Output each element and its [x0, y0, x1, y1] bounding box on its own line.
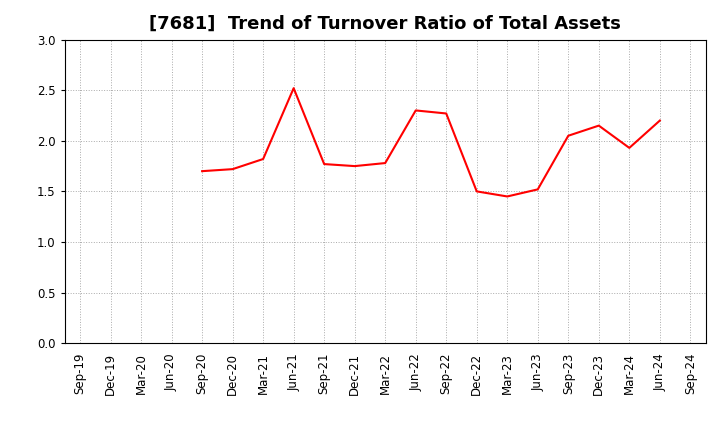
Title: [7681]  Trend of Turnover Ratio of Total Assets: [7681] Trend of Turnover Ratio of Total … — [149, 15, 621, 33]
